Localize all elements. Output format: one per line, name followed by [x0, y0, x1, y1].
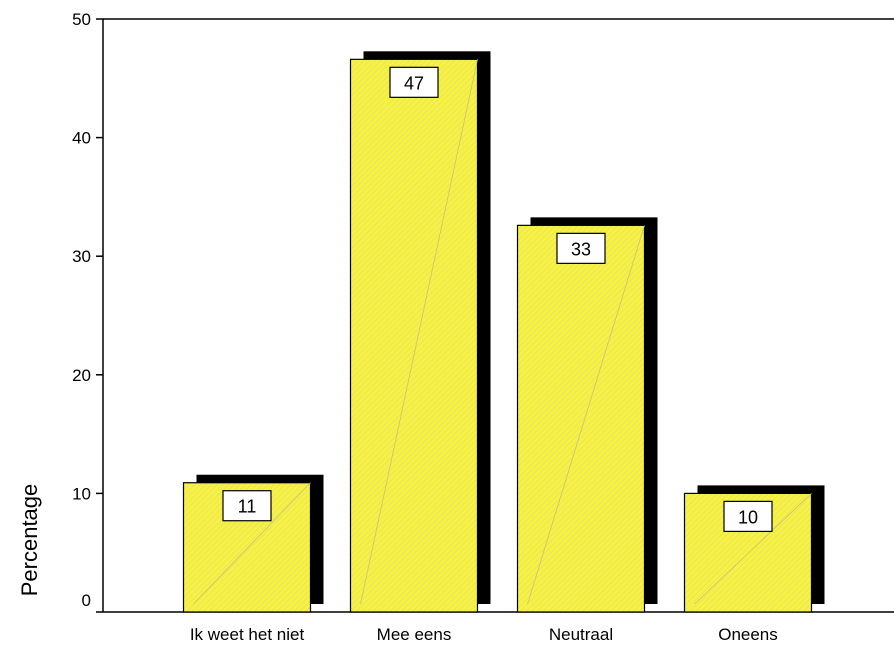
data-label: 33 [571, 239, 591, 259]
bar-diagonal-line [193, 482, 311, 605]
x-tick-label: Mee eens [377, 625, 452, 644]
bar-diagonal-line [694, 493, 812, 605]
data-label-box [556, 232, 606, 264]
data-label-box [389, 66, 439, 98]
bar [349, 58, 479, 613]
data-label: 10 [738, 507, 758, 527]
data-label: 11 [238, 497, 257, 517]
y-axis-title: Percentage [17, 484, 42, 597]
y-tick-label: 10 [72, 484, 91, 503]
y-tick-label: 50 [72, 10, 91, 29]
data-label-box [222, 490, 272, 522]
labels: 11 Ik weet het niet 47 Mee eens 33 Neutraal 10… [190, 66, 778, 644]
y-tick-label: 40 [72, 129, 91, 148]
bar-diagonal-line [527, 225, 645, 605]
x-tick-label: Neutraal [549, 625, 613, 644]
bar-diagonal-line [360, 59, 478, 605]
data-label: 47 [404, 73, 424, 93]
y-tick-label: 0 [82, 591, 91, 610]
y-tick-label: 30 [72, 247, 91, 266]
bar [516, 224, 646, 613]
data-label-box [723, 500, 773, 532]
x-tick-label: Ik weet het niet [190, 625, 305, 644]
x-tick-label: Oneens [718, 625, 778, 644]
y-tick-label: 20 [72, 366, 91, 385]
